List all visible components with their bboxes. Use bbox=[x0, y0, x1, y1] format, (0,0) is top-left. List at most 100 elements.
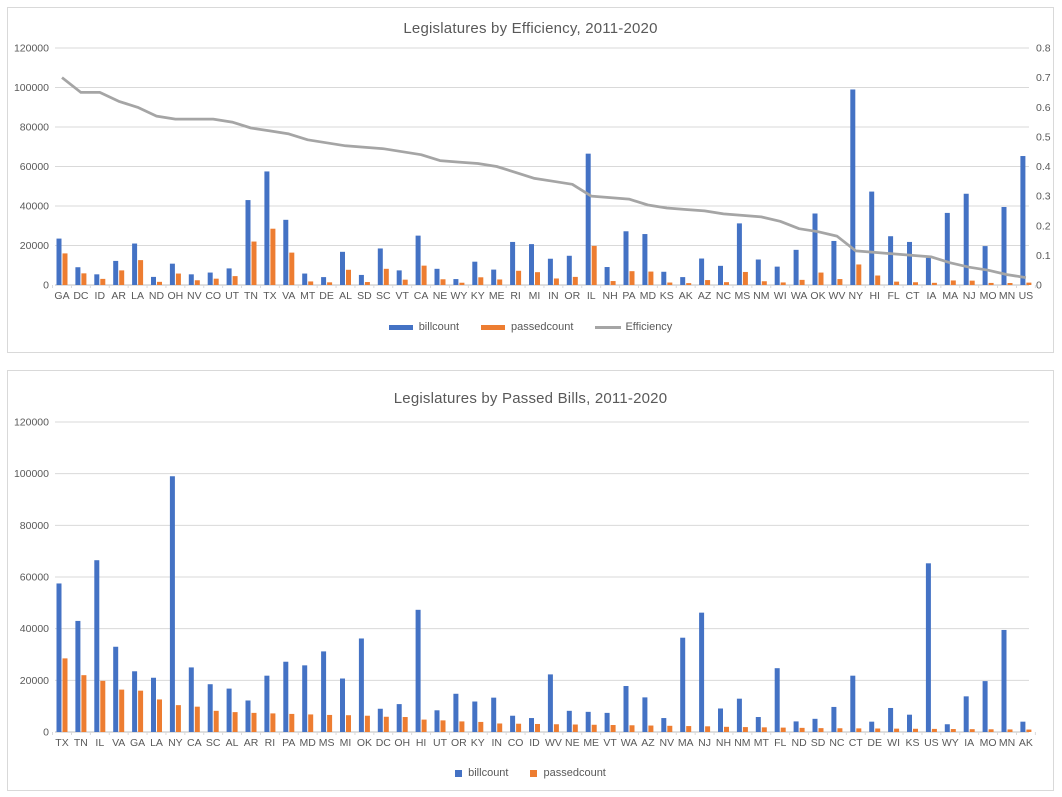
bar-passedcount-MI bbox=[346, 715, 351, 732]
y-axis-left-label: 60000 bbox=[20, 572, 49, 584]
category-label-MO: MO bbox=[980, 290, 997, 302]
bar-passedcount-IL bbox=[100, 680, 106, 732]
bar-billcount-AL bbox=[340, 251, 345, 285]
bar-passedcount-OH bbox=[402, 717, 408, 732]
category-label-LA: LA bbox=[131, 290, 144, 302]
y-axis-left-label: 120000 bbox=[14, 43, 49, 55]
category-label-OH: OH bbox=[168, 290, 184, 302]
category-label-CT: CT bbox=[849, 737, 864, 749]
bar-passedcount-MT bbox=[308, 281, 314, 285]
bar-passedcount-DE bbox=[875, 728, 881, 732]
bar-passedcount-IN bbox=[497, 723, 503, 732]
bar-billcount-ME bbox=[491, 269, 497, 285]
bar-billcount-CT bbox=[907, 241, 912, 285]
category-label-AZ: AZ bbox=[641, 737, 655, 749]
bar-billcount-VT bbox=[604, 712, 610, 732]
bar-passedcount-SC bbox=[213, 710, 219, 732]
bar-billcount-DE bbox=[321, 277, 327, 285]
category-label-OH: OH bbox=[394, 737, 410, 749]
category-label-WV: WV bbox=[828, 290, 845, 302]
bar-billcount-ID bbox=[529, 718, 534, 732]
bar-billcount-VT bbox=[396, 270, 402, 285]
bar-billcount-OK bbox=[358, 638, 364, 732]
bar-billcount-RI bbox=[264, 675, 270, 732]
bar-billcount-VA bbox=[283, 219, 289, 285]
bar-passedcount-TN bbox=[81, 675, 87, 732]
bar-passedcount-DC bbox=[81, 273, 87, 285]
bar-billcount-CO bbox=[207, 272, 213, 285]
bar-billcount-MS bbox=[736, 223, 742, 285]
y-axis-left-label: 100000 bbox=[14, 82, 49, 94]
bar-passedcount-ID bbox=[100, 278, 106, 285]
passed-bills-chart-legend: billcount passedcount bbox=[8, 767, 1053, 779]
bar-billcount-NE bbox=[434, 268, 440, 285]
category-label-NJ: NJ bbox=[963, 290, 976, 302]
y-axis-left-label: 40000 bbox=[20, 623, 49, 635]
bar-passedcount-DC bbox=[383, 716, 389, 732]
bar-passedcount-NC bbox=[837, 728, 843, 732]
bar-billcount-NC bbox=[718, 265, 723, 285]
bar-passedcount-RI bbox=[516, 270, 522, 285]
category-label-CO: CO bbox=[508, 737, 524, 749]
bar-passedcount-NE bbox=[440, 279, 446, 285]
bar-passedcount-VA bbox=[289, 252, 295, 285]
bar-passedcount-ID bbox=[535, 723, 540, 732]
category-label-GA: GA bbox=[130, 737, 145, 749]
category-label-WA: WA bbox=[791, 290, 808, 302]
bar-billcount-HI bbox=[869, 191, 875, 285]
bar-passedcount-AZ bbox=[648, 725, 654, 732]
category-label-AR: AR bbox=[244, 737, 259, 749]
bar-passedcount-WY bbox=[459, 282, 465, 285]
category-label-MT: MT bbox=[300, 290, 316, 302]
bar-billcount-MO bbox=[982, 681, 988, 732]
legend-label-efficiency: Efficiency bbox=[625, 321, 673, 333]
legend-item-billcount: billcount bbox=[388, 321, 459, 333]
category-label-RI: RI bbox=[510, 290, 521, 302]
category-label-NJ: NJ bbox=[698, 737, 711, 749]
category-label-NY: NY bbox=[849, 290, 864, 302]
bar-passedcount-MD bbox=[648, 271, 654, 285]
bar-billcount-NH bbox=[604, 267, 610, 285]
bar-billcount-OK bbox=[812, 213, 818, 285]
bar-passedcount-OR bbox=[572, 276, 578, 285]
category-label-OR: OR bbox=[451, 737, 467, 749]
legend-label-passedcount: passedcount bbox=[543, 767, 606, 779]
bar-passedcount-WV bbox=[553, 724, 559, 732]
category-label-ID: ID bbox=[529, 737, 540, 749]
bar-billcount-IA bbox=[963, 696, 969, 732]
efficiency-line bbox=[61, 76, 1027, 279]
bar-passedcount-VA bbox=[119, 689, 125, 732]
bar-billcount-KS bbox=[661, 271, 667, 285]
bar-billcount-OR bbox=[453, 693, 459, 732]
category-label-IN: IN bbox=[548, 290, 559, 302]
category-label-AL: AL bbox=[339, 290, 352, 302]
bar-passedcount-IA bbox=[969, 729, 975, 732]
bar-passedcount-NM bbox=[761, 281, 767, 285]
bar-passedcount-CA bbox=[421, 265, 427, 285]
bar-billcount-MI bbox=[529, 244, 534, 285]
bar-billcount-NE bbox=[566, 710, 572, 732]
bar-billcount-SD bbox=[358, 274, 364, 285]
category-label-SD: SD bbox=[357, 290, 372, 302]
bar-billcount-LA bbox=[151, 677, 156, 732]
bar-passedcount-OK bbox=[364, 715, 370, 732]
category-label-UT: UT bbox=[225, 290, 240, 302]
bar-billcount-RI bbox=[510, 241, 516, 285]
bar-passedcount-MO bbox=[988, 729, 994, 732]
y-axis-right-label: 0 bbox=[1036, 280, 1042, 292]
category-label-VA: VA bbox=[112, 737, 125, 749]
bar-passedcount-NC bbox=[724, 282, 729, 285]
category-label-AL: AL bbox=[226, 737, 239, 749]
category-label-CO: CO bbox=[205, 290, 221, 302]
bar-passedcount-WV bbox=[837, 279, 843, 285]
bar-billcount-ND bbox=[793, 721, 799, 732]
bar-passedcount-OK bbox=[818, 272, 824, 285]
bar-billcount-TX bbox=[264, 171, 270, 285]
category-label-NM: NM bbox=[753, 290, 769, 302]
category-label-OK: OK bbox=[357, 737, 372, 749]
bar-billcount-KY bbox=[472, 701, 478, 732]
bar-passedcount-IA bbox=[931, 282, 937, 285]
category-label-AZ: AZ bbox=[698, 290, 712, 302]
category-label-DC: DC bbox=[376, 737, 392, 749]
bar-billcount-NJ bbox=[699, 612, 705, 732]
